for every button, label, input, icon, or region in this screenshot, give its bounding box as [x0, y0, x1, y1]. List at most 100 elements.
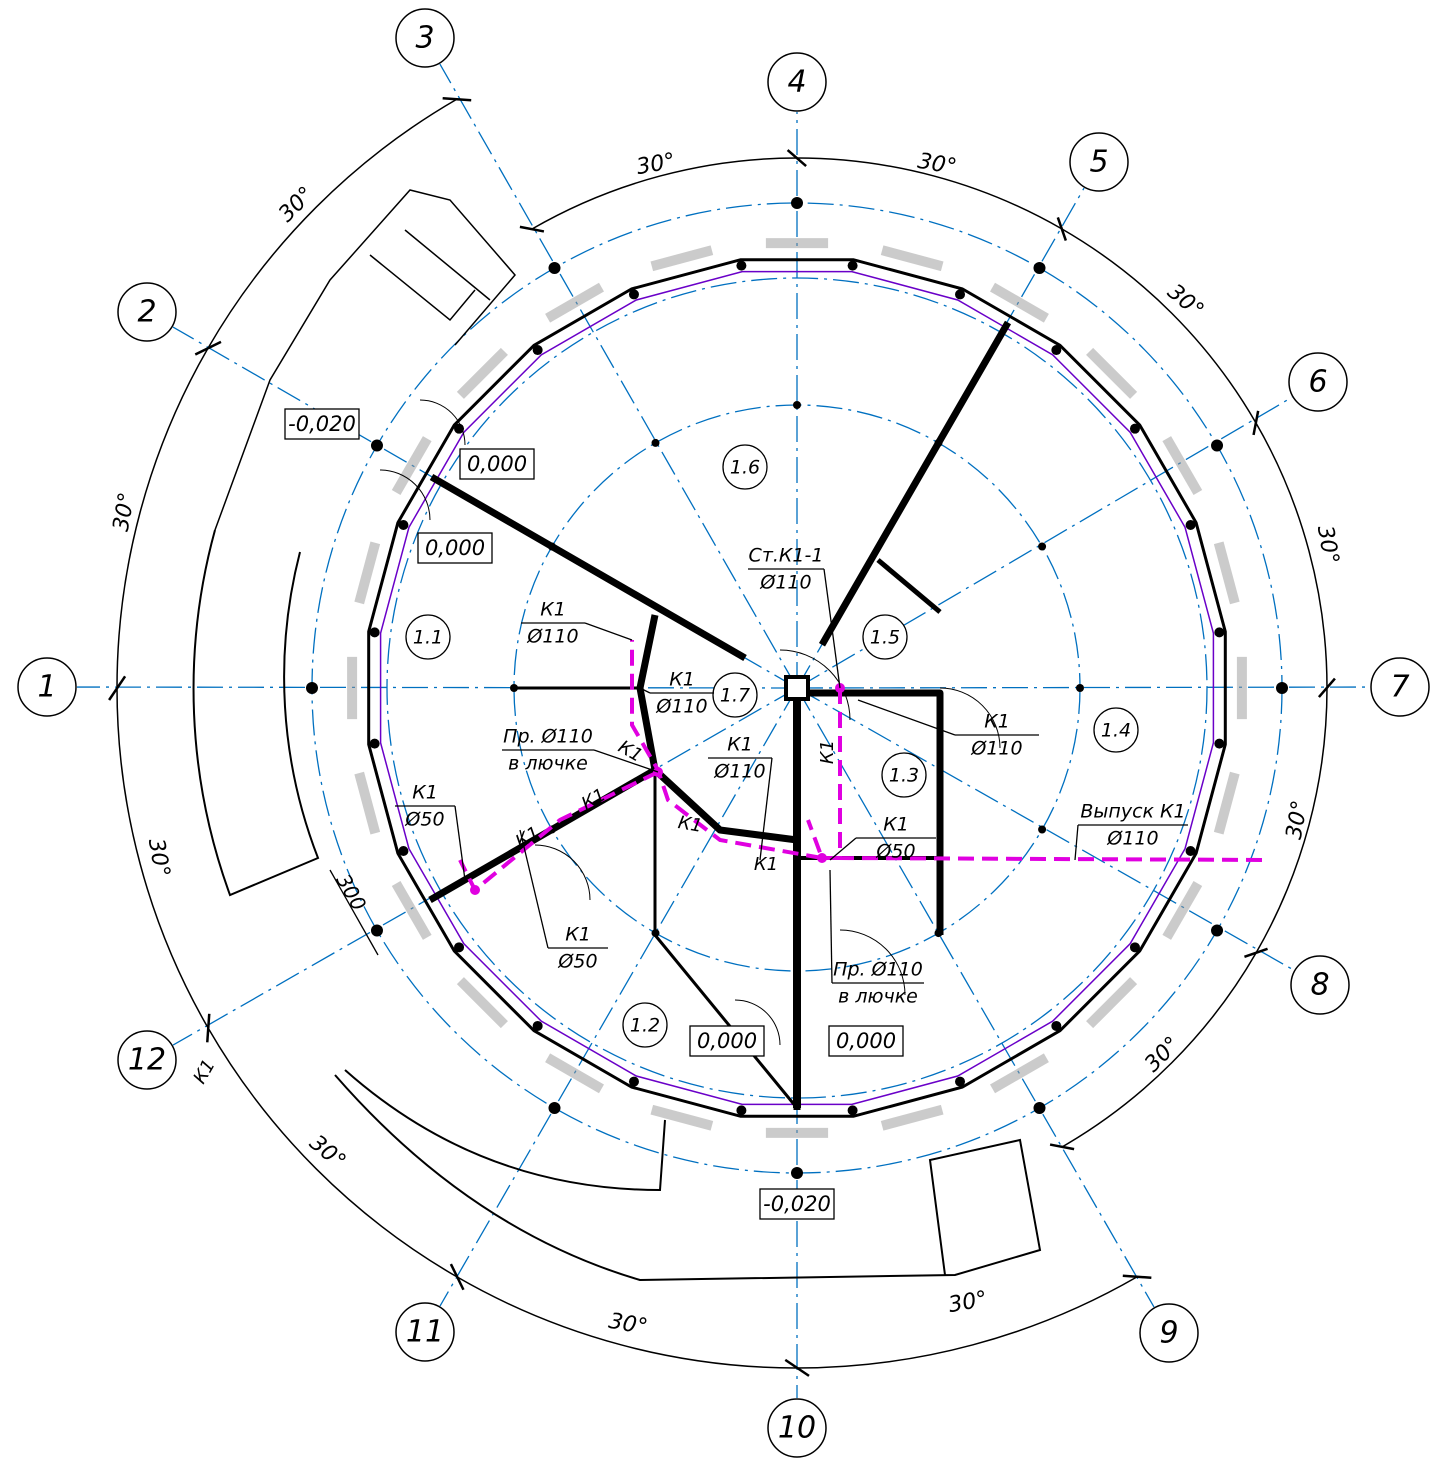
axis-line [440, 64, 797, 688]
level-label: 0,000 [425, 536, 485, 560]
callout-bottom: в лючке [508, 753, 588, 775]
axis-label: 6 [1308, 365, 1327, 400]
callout-bottom: Ø110 [1106, 828, 1158, 850]
dimension-arc [1256, 423, 1327, 688]
riser [786, 677, 808, 699]
axis-label: 10 [778, 1411, 816, 1446]
column [1038, 826, 1046, 834]
level-label: -0,020 [288, 412, 356, 436]
callout-top: К1 [540, 599, 566, 621]
dimension-tick [1254, 411, 1259, 435]
window [359, 773, 375, 833]
callout-leader [1075, 825, 1078, 860]
wall [878, 560, 940, 612]
column [1038, 543, 1046, 551]
window [548, 1058, 602, 1089]
ramp [194, 530, 318, 895]
angle-label: 30° [1282, 799, 1313, 842]
window [1090, 981, 1134, 1025]
column [1276, 682, 1288, 694]
window [1219, 773, 1235, 833]
axis-label: 8 [1310, 968, 1329, 1003]
level-label: 0,000 [836, 1029, 896, 1053]
axis-label: 2 [137, 295, 156, 330]
pipe-tag: К1 [817, 740, 838, 764]
wall-post [955, 289, 965, 299]
callout-bottom: Ø50 [875, 841, 915, 863]
window [882, 1110, 942, 1126]
wall-post [629, 1077, 639, 1087]
window [882, 250, 942, 266]
column [549, 1102, 561, 1114]
angle-label: 30° [607, 1309, 650, 1340]
room-number: 1.5 [870, 627, 900, 649]
level-label: 0,000 [467, 452, 527, 476]
callout-top: К1 [984, 711, 1010, 733]
dimension-tick [207, 1014, 209, 1043]
window [1090, 351, 1134, 395]
angle-label: 30° [916, 149, 959, 180]
axis-label: 4 [787, 65, 806, 100]
wall-post [1214, 627, 1224, 637]
column [1034, 1102, 1046, 1114]
wall-post [736, 261, 746, 271]
angle-label: 30° [1162, 280, 1208, 324]
level-label: -0,020 [763, 1192, 831, 1216]
column [652, 439, 660, 447]
angle-label: 30° [143, 837, 174, 880]
axis-label: 11 [406, 1315, 444, 1350]
callout-top: К1 [669, 669, 695, 691]
window [548, 287, 602, 318]
column [791, 197, 803, 209]
axis-label: 12 [128, 1043, 166, 1078]
callout-top: К1 [883, 814, 909, 836]
floor-plan: 12345678910111230°30°30°30°30°30°30°30°3… [0, 0, 1430, 1472]
callout-top: К1 [412, 782, 438, 804]
wall-post [1130, 942, 1140, 952]
wall-post [848, 1105, 858, 1115]
axis-label: 1 [37, 670, 56, 705]
callout-bottom: Ø50 [557, 951, 597, 973]
window [396, 884, 427, 938]
wall [822, 323, 1008, 645]
column [791, 1167, 803, 1179]
dimension-tick [443, 98, 472, 100]
column [371, 440, 383, 452]
wall-post [955, 1077, 965, 1087]
wall-post [1130, 424, 1140, 434]
callout-bottom: Ø110 [713, 761, 765, 783]
callout-bottom: Ø50 [404, 809, 444, 831]
column [1076, 684, 1084, 692]
callout-leader [830, 870, 832, 983]
callout-top: К1 [565, 924, 591, 946]
callout-bottom: в лючке [838, 986, 918, 1008]
wall-post [370, 739, 380, 749]
column [793, 401, 801, 409]
callout-top: Выпуск К1 [1080, 801, 1185, 823]
callout-top: Пр. Ø110 [833, 959, 923, 981]
room-number: 1.7 [720, 685, 750, 707]
pipe-node [817, 853, 827, 863]
axis-label: 3 [415, 21, 434, 56]
column [306, 682, 318, 694]
pipe-tag: К1 [189, 1056, 219, 1087]
angle-label: 30° [635, 149, 678, 180]
wall [810, 693, 940, 935]
wall [655, 770, 797, 1108]
wall-post [1186, 520, 1196, 530]
column [1211, 440, 1223, 452]
axis-label: 9 [1159, 1316, 1178, 1351]
axis-label: 7 [1390, 670, 1409, 705]
column [371, 925, 383, 937]
wall-post [848, 261, 858, 271]
window [993, 287, 1047, 318]
angle-label: 30° [947, 1287, 990, 1318]
window [1167, 439, 1198, 493]
angle-label: 30° [1140, 1032, 1185, 1077]
window [652, 1110, 712, 1126]
wall-post [398, 520, 408, 530]
wall-post [1051, 345, 1061, 355]
wall [432, 477, 746, 658]
window [460, 351, 504, 395]
angle-label: 30° [109, 491, 140, 534]
